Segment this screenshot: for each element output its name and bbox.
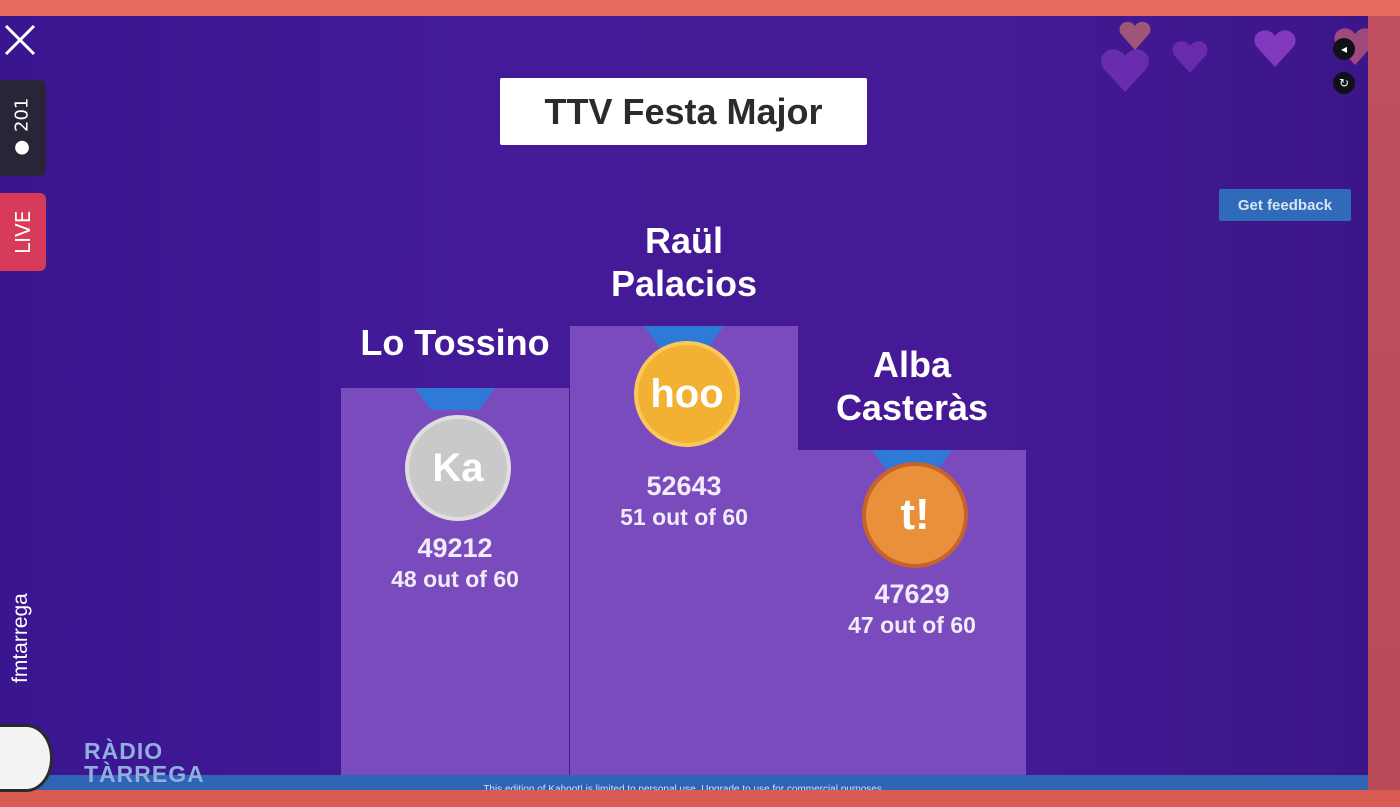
close-icon[interactable] bbox=[2, 22, 38, 58]
viewer-count-value: 201 bbox=[11, 97, 33, 132]
player-name-first: Raül Palacios bbox=[610, 220, 758, 304]
player-name-second: Lo Tossino bbox=[360, 322, 550, 363]
kahoot-podium-screen: TTV Festa Major ◂ ↻ Get feedback Lo Toss… bbox=[0, 16, 1368, 790]
score-block: 52643 51 out of 60 bbox=[570, 470, 798, 532]
bottom-border bbox=[0, 790, 1400, 807]
ribbon-icon bbox=[415, 388, 495, 410]
sound-icon[interactable]: ◂ bbox=[1333, 38, 1355, 60]
medal-text: hoo bbox=[650, 371, 724, 416]
quiz-title: TTV Festa Major bbox=[500, 78, 867, 145]
player-name-third: Alba Casteràs bbox=[835, 344, 989, 428]
live-label: LIVE bbox=[11, 210, 35, 254]
score-points: 49212 bbox=[417, 533, 493, 563]
score-correct: 47 out of 60 bbox=[848, 612, 976, 638]
ribbon-icon bbox=[644, 326, 724, 348]
score-block: 49212 48 out of 60 bbox=[341, 532, 569, 594]
viewer-count: ● 201 bbox=[4, 86, 40, 170]
bronze-medal-icon: t! bbox=[862, 462, 968, 568]
podium-first-place: hoo 52643 51 out of 60 bbox=[570, 326, 798, 775]
score-points: 52643 bbox=[646, 471, 722, 501]
score-points: 47629 bbox=[874, 579, 950, 609]
podium-third-place: t! 47629 47 out of 60 bbox=[798, 450, 1026, 775]
reload-icon[interactable]: ↻ bbox=[1333, 72, 1355, 94]
gold-medal-icon: hoo bbox=[634, 341, 740, 447]
streamer-username[interactable]: fmtarrega bbox=[9, 593, 32, 683]
medal-text: t! bbox=[900, 490, 930, 539]
score-correct: 51 out of 60 bbox=[620, 504, 748, 530]
medal-text: Ka bbox=[432, 445, 484, 490]
radio-logo-text: RÀDIO TÀRREGA bbox=[84, 738, 205, 787]
top-border bbox=[0, 0, 1400, 16]
hearts-reaction-icon bbox=[1101, 21, 1368, 92]
radio-logo-seal bbox=[0, 724, 53, 792]
score-correct: 48 out of 60 bbox=[391, 566, 519, 592]
eye-icon: ● bbox=[11, 137, 33, 159]
silver-medal-icon: Ka bbox=[405, 415, 511, 521]
get-feedback-button[interactable]: Get feedback bbox=[1219, 189, 1351, 221]
live-badge bbox=[0, 193, 46, 271]
license-notice: This edition of Kahoot! is limited to pe… bbox=[0, 775, 1368, 790]
right-border bbox=[1368, 16, 1400, 790]
score-block: 47629 47 out of 60 bbox=[798, 578, 1026, 640]
podium-second-place: Ka 49212 48 out of 60 bbox=[341, 388, 569, 775]
viewer-count-panel bbox=[0, 80, 46, 176]
